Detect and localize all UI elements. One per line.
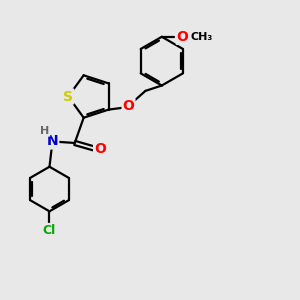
Text: N: N: [46, 134, 58, 148]
Text: O: O: [123, 99, 134, 113]
Text: CH₃: CH₃: [190, 32, 213, 42]
Text: H: H: [40, 126, 50, 136]
Text: O: O: [94, 142, 106, 156]
Text: S: S: [63, 89, 73, 103]
Text: O: O: [177, 30, 188, 44]
Text: Cl: Cl: [43, 224, 56, 237]
